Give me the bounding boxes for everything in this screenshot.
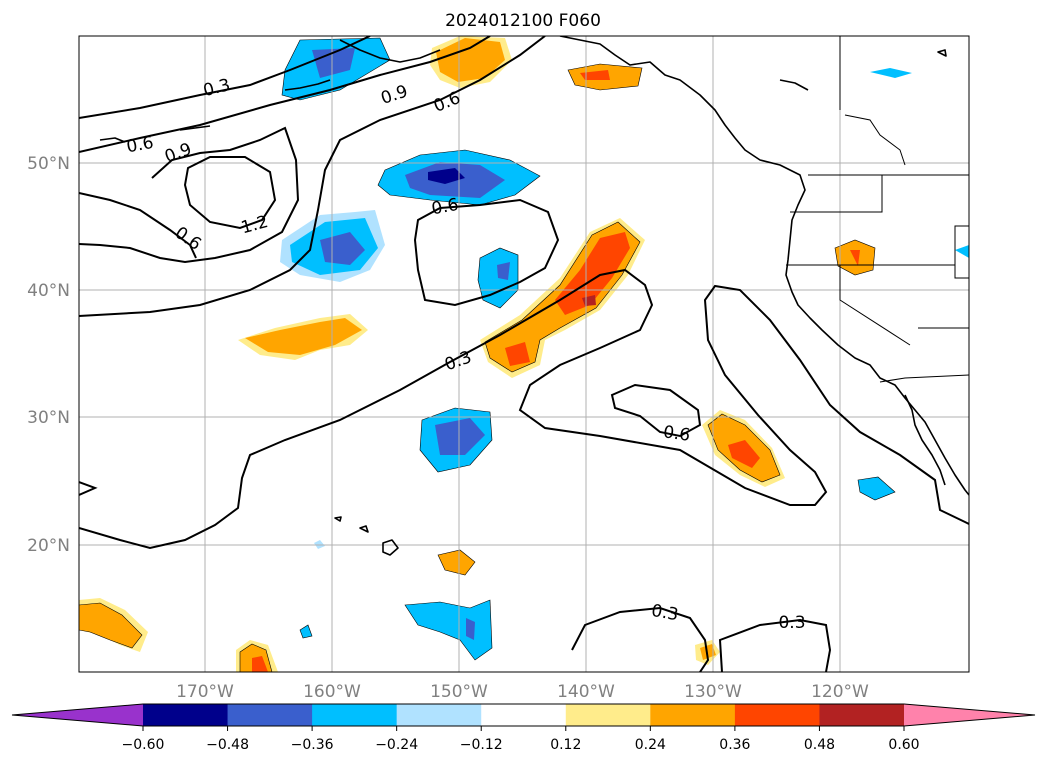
lon-label-130w: 130°W bbox=[684, 682, 742, 702]
positive-anomaly-shading bbox=[505, 342, 530, 366]
graticule bbox=[79, 36, 969, 672]
colorbar-extend-high bbox=[904, 704, 1035, 726]
lon-label-140w: 140°W bbox=[557, 682, 615, 702]
negative-anomaly-shading bbox=[404, 599, 493, 661]
positive-anomaly-shading bbox=[850, 250, 860, 266]
colorbar-segment bbox=[819, 704, 905, 726]
colorbar-tick-label: 0.24 bbox=[635, 737, 666, 753]
lat-label-40n: 40°N bbox=[27, 281, 70, 301]
political-borders bbox=[786, 36, 969, 383]
lat-label-30n: 30°N bbox=[27, 408, 70, 428]
colorbar-segment bbox=[650, 704, 736, 726]
negative-anomaly-shading bbox=[312, 48, 355, 78]
positive-anomaly-shading bbox=[555, 232, 630, 315]
contour-line-0.3 bbox=[79, 481, 98, 496]
province-border bbox=[844, 114, 906, 166]
lon-label-120w: 120°W bbox=[811, 682, 869, 702]
lon-label-160w: 160°W bbox=[303, 682, 361, 702]
map-area: 0.3 0.9 0.6 0.6 0.9 1.2 0.6 0.6 0.3 0.6 … bbox=[79, 36, 969, 672]
northern-coast bbox=[779, 79, 809, 91]
colorbar-tick-label: −0.24 bbox=[375, 737, 418, 753]
colorbar-tick-label: −0.60 bbox=[122, 737, 165, 753]
aleutian-islands bbox=[99, 137, 126, 143]
hawaii-island bbox=[382, 539, 399, 556]
colorbar-tick-label: −0.12 bbox=[460, 737, 503, 753]
hawaiian-islands bbox=[359, 525, 369, 533]
colorbar-segment bbox=[734, 704, 820, 726]
shaded-anomaly-fields bbox=[79, 36, 969, 672]
contour-line-0.3 bbox=[718, 618, 832, 672]
latitude-labels: 50°N 40°N 30°N 20°N bbox=[27, 154, 70, 556]
coastlines bbox=[99, 36, 969, 556]
contour-label: 0.3 bbox=[778, 613, 805, 633]
contour-label: 0.6 bbox=[430, 195, 460, 219]
positive-anomaly-shading bbox=[700, 644, 716, 660]
state-border bbox=[790, 175, 883, 213]
north-america-coast bbox=[559, 36, 969, 496]
positive-anomaly-shading bbox=[728, 440, 760, 468]
colorbar-segment bbox=[312, 704, 398, 726]
contour-line-0.6 bbox=[79, 36, 491, 153]
contour-line-1.2 bbox=[183, 156, 277, 230]
contour-line-0.9 bbox=[79, 126, 300, 264]
map-title: 2024012100 F060 bbox=[445, 11, 601, 31]
contour-label: 0.6 bbox=[125, 133, 155, 157]
positive-anomaly-shading bbox=[252, 656, 268, 672]
colorbar-tick-label: 0.12 bbox=[550, 737, 581, 753]
colorbar-tick-label: 0.48 bbox=[804, 737, 835, 753]
colorbar-tick-label: −0.36 bbox=[291, 737, 334, 753]
state-border bbox=[954, 225, 969, 279]
contour-line-0.6 bbox=[413, 198, 560, 307]
alaska-peninsula-coast bbox=[339, 39, 441, 63]
state-border bbox=[839, 265, 911, 346]
aleutian-islands bbox=[284, 79, 331, 91]
contour-label: 0.6 bbox=[662, 422, 692, 446]
negative-anomaly-shading bbox=[466, 618, 475, 640]
aleutian-islands bbox=[179, 125, 211, 131]
colorbar-segment bbox=[565, 704, 651, 726]
colorbar: −0.60 −0.48 −0.36 −0.24 −0.12 0.12 0.24 0.36 0.4… bbox=[11, 703, 1036, 753]
colorbar-segment bbox=[396, 704, 482, 726]
baja-coast bbox=[904, 394, 946, 486]
hawaiian-islands bbox=[334, 516, 342, 522]
contour-line-0.6 bbox=[610, 383, 702, 438]
colorbar-tick-label: −0.48 bbox=[206, 737, 249, 753]
contour-line-0.3 bbox=[79, 268, 969, 550]
lat-label-20n: 20°N bbox=[27, 536, 70, 556]
contour-line-0.6 bbox=[79, 192, 197, 259]
contour-line-0.3 bbox=[79, 36, 371, 119]
contour-line-0.3 bbox=[571, 606, 710, 672]
colorbar-extend-low bbox=[12, 704, 143, 726]
negative-anomaly-shading bbox=[497, 262, 510, 280]
lat-label-50n: 50°N bbox=[27, 154, 70, 174]
hudson-coast bbox=[937, 49, 947, 57]
colorbar-tick-label: 0.60 bbox=[888, 737, 919, 753]
negative-anomaly-shading bbox=[428, 168, 465, 184]
colorbar-segment bbox=[227, 704, 313, 726]
map-frame bbox=[78, 35, 970, 673]
positive-anomaly-shading bbox=[437, 549, 476, 576]
contour-line-0.6 bbox=[79, 36, 546, 317]
negative-anomaly-shading bbox=[435, 418, 485, 455]
longitude-labels: 170°W 160°W 150°W 140°W 130°W 120°W bbox=[176, 682, 869, 702]
negative-anomaly-shading bbox=[857, 476, 896, 501]
positive-anomaly-shading bbox=[79, 602, 143, 649]
colorbar-segment bbox=[481, 704, 567, 726]
positive-anomaly-shading bbox=[580, 70, 610, 80]
lon-label-150w: 150°W bbox=[430, 682, 488, 702]
positive-anomaly-shading bbox=[436, 38, 505, 82]
us-mexico-border bbox=[879, 374, 969, 383]
contour-label: 0.3 bbox=[650, 601, 680, 625]
negative-anomaly-shading bbox=[299, 624, 313, 639]
negative-anomaly-shading bbox=[320, 232, 365, 265]
negative-anomaly-shading bbox=[955, 245, 969, 258]
positive-anomaly-shading bbox=[245, 318, 362, 355]
negative-anomaly-shading bbox=[870, 68, 912, 78]
contour-lines bbox=[79, 36, 969, 672]
colorbar-segment bbox=[143, 704, 229, 726]
colorbar-tick-label: 0.36 bbox=[719, 737, 750, 753]
lon-label-170w: 170°W bbox=[176, 682, 234, 702]
